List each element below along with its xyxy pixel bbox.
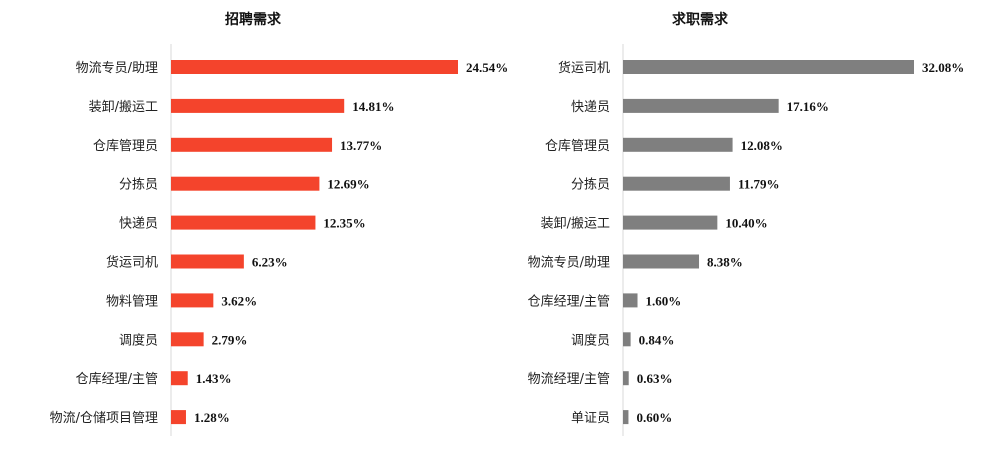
left-bar (171, 60, 458, 74)
left-value-label: 1.28% (194, 410, 230, 425)
left-value-label: 14.81% (352, 99, 394, 114)
left-value-label: 12.35% (323, 216, 365, 231)
right-value-label: 17.16% (787, 99, 829, 114)
right-bar (623, 215, 718, 230)
right-category-label: 装卸/搬运工 (541, 216, 610, 232)
right-bar (623, 293, 638, 308)
left-bar (171, 215, 316, 230)
right-bar (623, 176, 730, 191)
left-bar (171, 254, 244, 269)
right-value-label: 12.08% (741, 138, 783, 153)
left-category-label: 装卸/搬运工 (89, 99, 158, 115)
right-value-label: 0.63% (637, 371, 673, 386)
right-chart-title: 求职需求 (672, 11, 729, 28)
left-bar (171, 332, 204, 347)
right-bar (623, 332, 631, 347)
right-value-label: 10.40% (725, 216, 767, 231)
left-category-label: 物流专员/助理 (76, 61, 158, 76)
left-bar (171, 98, 345, 113)
right-bar (623, 254, 700, 269)
right-bar (623, 60, 914, 74)
left-bar (171, 371, 188, 386)
right-value-label: 1.60% (646, 293, 682, 308)
left-bar (171, 137, 333, 152)
left-category-label: 货运司机 (106, 255, 158, 271)
right-category-label: 快递员 (571, 100, 610, 115)
left-category-label: 物料管理 (106, 294, 158, 309)
left-value-label: 6.23% (252, 255, 288, 270)
left-value-label: 24.54% (466, 60, 508, 75)
right-value-label: 11.79% (738, 177, 780, 192)
right-category-label: 单证员 (571, 411, 610, 426)
right-category-label: 货运司机 (558, 60, 610, 76)
left-value-label: 3.62% (221, 293, 257, 308)
left-category-label: 物流/仓储项目管理 (50, 411, 158, 426)
right-value-label: 0.60% (636, 410, 672, 425)
left-category-label: 分拣员 (119, 178, 158, 193)
right-category-label: 物流专员/助理 (528, 256, 610, 271)
right-value-label: 32.08% (922, 60, 964, 75)
right-value-label: 0.84% (639, 332, 675, 347)
right-value-label: 8.38% (707, 255, 743, 270)
left-value-label: 12.69% (327, 177, 369, 192)
right-bar (623, 137, 733, 152)
left-bar (171, 176, 320, 191)
left-value-label: 2.79% (212, 332, 248, 347)
right-category-label: 调度员 (571, 332, 610, 348)
left-value-label: 13.77% (340, 138, 382, 153)
left-bar (171, 293, 214, 308)
right-category-label: 分拣员 (571, 178, 610, 193)
left-category-label: 快递员 (119, 217, 158, 232)
left-value-label: 1.43% (196, 371, 232, 386)
left-category-label: 仓库经理/主管 (76, 371, 158, 387)
right-bar (623, 410, 629, 425)
left-chart-title: 招聘需求 (225, 11, 282, 28)
left-bar (171, 410, 186, 425)
right-category-label: 仓库经理/主管 (528, 293, 610, 309)
left-category-label: 调度员 (119, 332, 158, 348)
right-bar (623, 98, 779, 113)
left-category-label: 仓库管理员 (93, 138, 158, 154)
right-category-label: 仓库管理员 (545, 138, 610, 154)
right-category-label: 物流经理/主管 (528, 372, 610, 387)
right-bar (623, 371, 629, 386)
